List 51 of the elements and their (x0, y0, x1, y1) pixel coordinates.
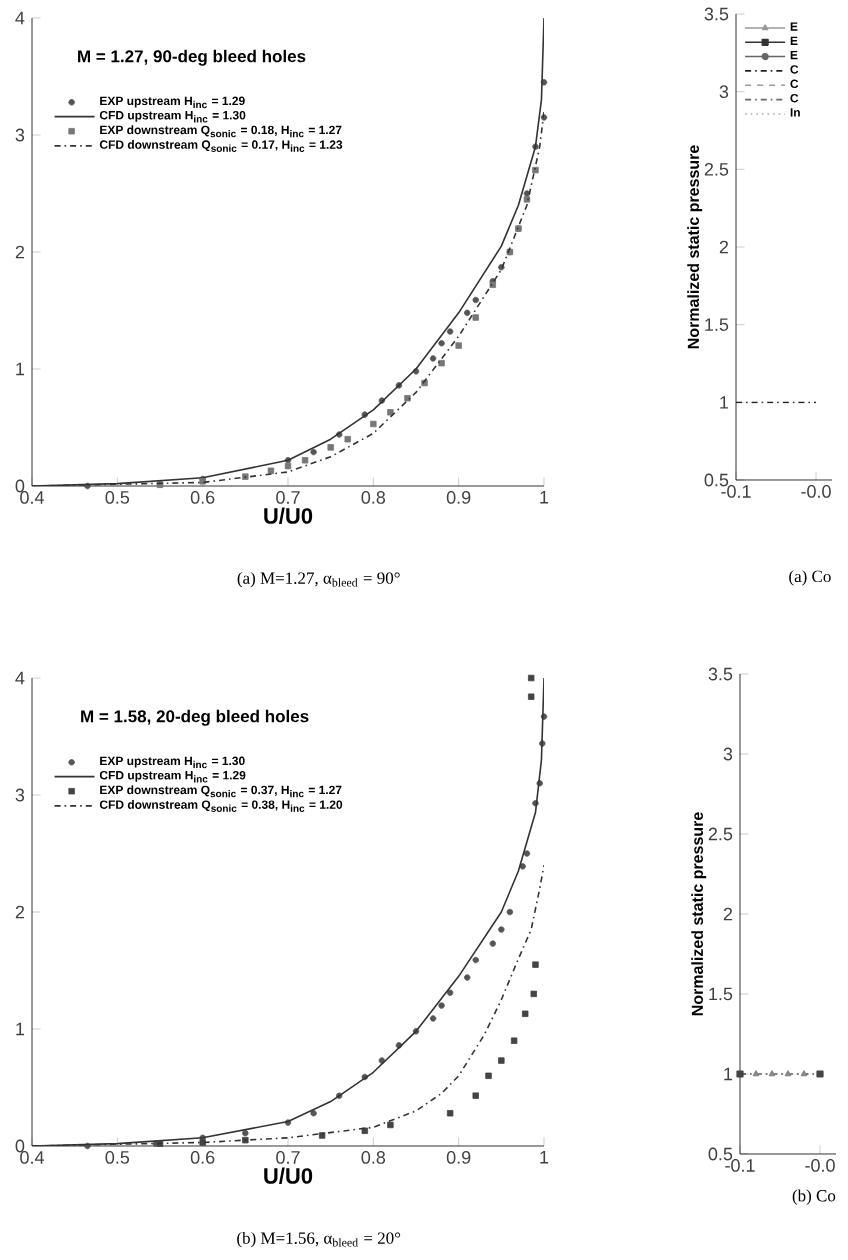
x-tick-label: 0.5 (105, 1151, 130, 1164)
y-tick-label: 1 (720, 396, 729, 409)
text: M = 1.27, 90-deg bleed holes (78, 49, 306, 66)
x-tick-label: -0.1 (725, 1159, 755, 1172)
x-tick-label: 0.4 (20, 491, 44, 504)
y-tick-label: 2 (15, 245, 25, 259)
text: (b) Co (792, 1189, 836, 1205)
y-tick-label: 3.5 (704, 7, 729, 21)
y-tick-label: 3 (15, 788, 25, 802)
y-tick-label: 0.5 (704, 473, 729, 487)
y-tick-label: 1 (16, 362, 25, 376)
x-tick-label: 0.8 (361, 491, 386, 504)
x-tick-label: -0.0 (805, 1159, 835, 1172)
x-tick-label: 0.6 (190, 491, 215, 504)
text: (b) M=1.56, α$_{bleed}$ = 20° (237, 1231, 401, 1248)
y-tick-label: 1.5 (705, 318, 729, 331)
x-tick-label: 0.9 (446, 1151, 471, 1164)
x-tick-label: 1 (540, 1151, 549, 1164)
y-tick-label: 0 (15, 1139, 25, 1153)
y-axis-title: Normalized static pressure (691, 812, 707, 1016)
y-tick-label: 2 (723, 907, 733, 921)
y-axis-title: Normalized static pressure (687, 145, 703, 349)
x-tick-label: 0.4 (20, 1151, 44, 1164)
x-tick-label: 0.5 (105, 491, 130, 504)
y-tick-label: 2.5 (704, 162, 729, 176)
y-tick-label: 2 (719, 240, 729, 254)
x-tick-label: 0.7 (276, 491, 300, 504)
y-tick-label: 3 (15, 128, 25, 142)
y-tick-label: 4 (15, 11, 25, 25)
x-tick-label: 0.6 (190, 1151, 215, 1164)
y-tick-label: 0 (15, 479, 25, 493)
y-tick-label: 2.5 (708, 827, 733, 841)
text: M = 1.58, 20-deg bleed holes (81, 709, 309, 726)
text: (a) M=1.27, α$_{bleed}$ = 90° (237, 571, 400, 588)
x-tick-label: 0.9 (446, 491, 471, 504)
y-tick-label: 3 (719, 85, 729, 99)
y-tick-label: 3.5 (708, 667, 733, 681)
text: (a) Co (789, 570, 831, 586)
y-tick-label: 2 (15, 905, 25, 919)
y-tick-label: 4 (15, 671, 25, 685)
x-tick-label: 1 (540, 491, 549, 504)
y-tick-label: 1 (16, 1022, 25, 1036)
y-tick-label: 3 (723, 747, 733, 761)
x-tick-label: 0.8 (361, 1151, 386, 1164)
x-tick-label: 0.7 (276, 1151, 300, 1164)
x-tick-label: -0.0 (801, 485, 831, 498)
y-tick-label: 1.5 (709, 987, 733, 1001)
x-axis-title: U/U0 (264, 1167, 313, 1184)
y-tick-label: 1 (724, 1067, 733, 1081)
x-tick-label: -0.1 (721, 485, 751, 498)
x-axis-title: U/U0 (264, 507, 313, 524)
